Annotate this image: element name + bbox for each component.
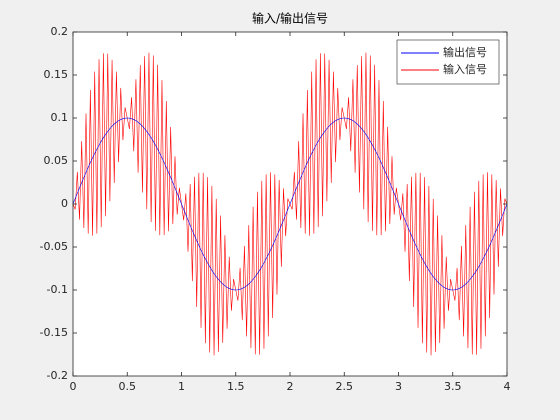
y-tick-label: -0.15 <box>40 326 68 339</box>
x-tick-label: 0.5 <box>119 380 137 393</box>
y-tick-label: -0.2 <box>47 369 68 382</box>
y-tick-label: 0.05 <box>44 154 69 167</box>
chart-title: 输入/输出信号 <box>252 11 328 26</box>
x-tick-label: 0 <box>70 380 77 393</box>
y-tick-label: -0.1 <box>47 283 68 296</box>
y-tick-label: 0.15 <box>44 68 69 81</box>
y-tick-label: 0 <box>61 197 68 210</box>
y-tick-label: 0.1 <box>51 111 69 124</box>
y-tick-label: -0.05 <box>40 240 68 253</box>
series-line <box>72 117 508 291</box>
x-tick-label: 4 <box>504 380 511 393</box>
legend-label: 输出信号 <box>443 45 487 59</box>
x-tick-label: 2.5 <box>336 380 354 393</box>
x-tick-label: 3.5 <box>444 380 462 393</box>
x-tick-label: 1 <box>178 380 185 393</box>
legend-box <box>396 39 500 85</box>
x-tick-label: 3 <box>395 380 402 393</box>
legend-label: 输入信号 <box>443 62 487 76</box>
x-tick-label: 1.5 <box>227 380 245 393</box>
y-tick-label: 0.2 <box>51 25 69 38</box>
x-tick-label: 2 <box>287 380 294 393</box>
